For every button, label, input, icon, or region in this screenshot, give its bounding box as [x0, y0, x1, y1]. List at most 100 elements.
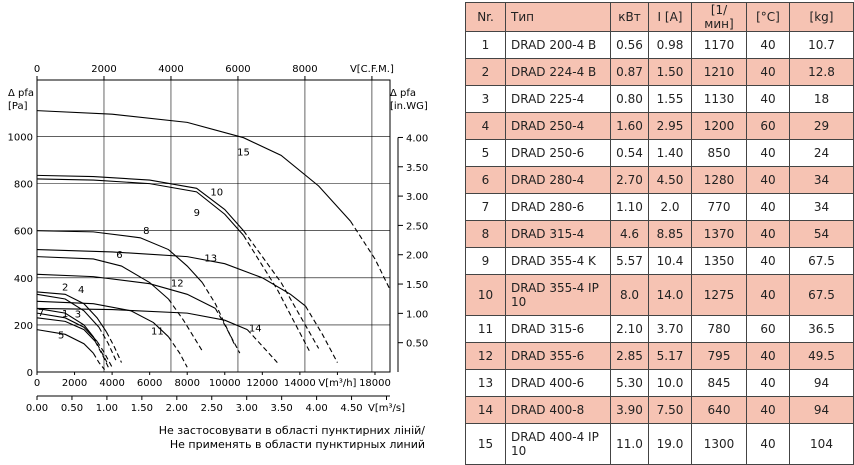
- table-cell: 1.50: [648, 58, 692, 86]
- table-cell: 11.0: [610, 423, 649, 465]
- table-row: 12 DRAD 355-6 2.85 5.17 795 40 49.5: [465, 342, 854, 370]
- table-cell: 850: [691, 139, 747, 167]
- y2-tick-label: 0.50: [406, 339, 428, 350]
- table-cell: 1.60: [610, 112, 649, 140]
- curve-label: 6: [116, 250, 122, 261]
- table-cell: 40: [746, 85, 790, 113]
- table-cell: 7.50: [648, 396, 692, 424]
- fan-curve: [36, 174, 244, 232]
- table-cell: [1/мин]: [691, 2, 747, 32]
- table-cell: 795: [691, 342, 747, 370]
- table-cell: 0.87: [610, 58, 649, 86]
- table-cell: 5.30: [610, 369, 649, 397]
- x-tick-label: 10000: [209, 378, 241, 389]
- table-cell: 14.0: [648, 274, 692, 316]
- curve-label: 14: [249, 324, 262, 335]
- table-cell: 1130: [691, 85, 747, 113]
- fan-curve: [36, 291, 107, 333]
- curve-label: 15: [237, 148, 250, 159]
- fan-curve: [36, 273, 216, 309]
- table-cell: 18: [789, 85, 854, 113]
- x2-tick-label: 8000: [292, 64, 317, 75]
- table-cell: 10.7: [789, 31, 854, 59]
- table-cell: 0.56: [610, 31, 649, 59]
- curve-label: 4: [78, 285, 84, 296]
- x-tick-label: 8000: [174, 378, 199, 389]
- table-cell: DRAD 400-8: [505, 396, 611, 424]
- table-row: 6 DRAD 280-4 2.70 4.50 1280 40 34: [465, 166, 854, 194]
- y2-axis-label: Δ pfa: [390, 88, 416, 99]
- table-cell: 67.5: [789, 274, 854, 316]
- table-cell: 11: [465, 315, 506, 343]
- table-cell: 40: [746, 31, 790, 59]
- table-cell: 5.17: [648, 342, 692, 370]
- table-cell: 40: [746, 139, 790, 167]
- table-cell: 770: [691, 193, 747, 221]
- table-cell: 19.0: [648, 423, 692, 465]
- fan-curve: [350, 220, 391, 290]
- fan-curve: [36, 248, 306, 307]
- table-cell: 2.10: [610, 315, 649, 343]
- plot-frame: [36, 79, 391, 373]
- curve-label: 12: [171, 278, 184, 289]
- table-cell: 780: [691, 315, 747, 343]
- y-tick-label: 600: [14, 227, 33, 238]
- table-cell: 1.10: [610, 193, 649, 221]
- note: Не применять в области пунктирных линий: [170, 438, 425, 451]
- fan-curve: [36, 230, 203, 283]
- table-row: 15 DRAD 400-4 IP 10 11.0 19.0 1300 40 104: [465, 423, 854, 465]
- x-tick-label: 4000: [99, 378, 124, 389]
- table-cell: 67.5: [789, 247, 854, 275]
- y-tick-label: 800: [14, 180, 33, 191]
- curve-label: 7: [38, 308, 44, 319]
- table-cell: 2: [465, 58, 506, 86]
- table-row: 14 DRAD 400-8 3.90 7.50 640 40 94: [465, 396, 854, 424]
- y-tick-label: 0: [27, 368, 33, 379]
- table-row: 13 DRAD 400-6 5.30 10.0 845 40 94: [465, 369, 854, 397]
- table-cell: кВт: [610, 2, 649, 32]
- table-cell: 10.0: [648, 369, 692, 397]
- table-cell: 60: [746, 112, 790, 140]
- table-cell: 7: [465, 193, 506, 221]
- table-cell: 0.98: [648, 31, 692, 59]
- y-axis-label: [Pa]: [8, 101, 28, 112]
- table-cell: DRAD 355-4 IP 10: [505, 274, 611, 316]
- table-cell: 12: [465, 342, 506, 370]
- table-cell: 1210: [691, 58, 747, 86]
- table-cell: 40: [746, 274, 790, 316]
- table-cell: DRAD 315-6: [505, 315, 611, 343]
- table-cell: 1350: [691, 247, 747, 275]
- y-tick-label: 400: [14, 274, 33, 285]
- table-cell: 1300: [691, 423, 747, 465]
- y-tick-label: 200: [14, 321, 33, 332]
- x3-tick-label: 2.00: [166, 403, 188, 414]
- fan-curve: [214, 308, 241, 354]
- y2-tick-label: 2.50: [406, 221, 428, 232]
- x3-tick-label: V[m³/s]: [368, 403, 405, 414]
- table-cell: 6: [465, 166, 506, 194]
- fan-curve: [36, 256, 169, 300]
- x3-tick-label: 4.00: [305, 403, 327, 414]
- fan-curve: [36, 293, 100, 328]
- table-cell: 34: [789, 193, 854, 221]
- table-row: 7 DRAD 280-6 1.10 2.0 770 40 34: [465, 193, 854, 221]
- table-row: 10 DRAD 355-4 IP 10 8.0 14.0 1275 40 67.5: [465, 274, 854, 316]
- curve-label: 10: [210, 188, 223, 199]
- curve-label: 9: [194, 208, 200, 219]
- table-cell: 40: [746, 396, 790, 424]
- x-tick-label: 14000: [284, 378, 316, 389]
- y2-tick-label: 1.50: [406, 280, 428, 291]
- table-cell: 1275: [691, 274, 747, 316]
- x-tick-label: V[m³/h]: [318, 378, 356, 389]
- table-cell: 1200: [691, 112, 747, 140]
- table-cell: 104: [789, 423, 854, 465]
- table-cell: 10: [465, 274, 506, 316]
- table-cell: 1280: [691, 166, 747, 194]
- y2-tick-label: 3.50: [406, 163, 428, 174]
- y2-tick-label: 4.00: [406, 133, 428, 144]
- table-cell: 94: [789, 396, 854, 424]
- fan-curve: [167, 336, 188, 368]
- table-cell: DRAD 224-4 B: [505, 58, 611, 86]
- table-row: 9 DRAD 355-4 K 5.57 10.4 1350 40 67.5: [465, 247, 854, 275]
